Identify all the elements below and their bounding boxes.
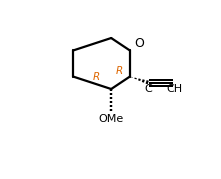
Text: C: C (145, 84, 152, 94)
Text: R: R (93, 72, 100, 82)
Text: CH: CH (167, 84, 183, 94)
Text: O: O (134, 37, 144, 50)
Text: OMe: OMe (99, 114, 124, 124)
Text: R: R (116, 66, 123, 76)
